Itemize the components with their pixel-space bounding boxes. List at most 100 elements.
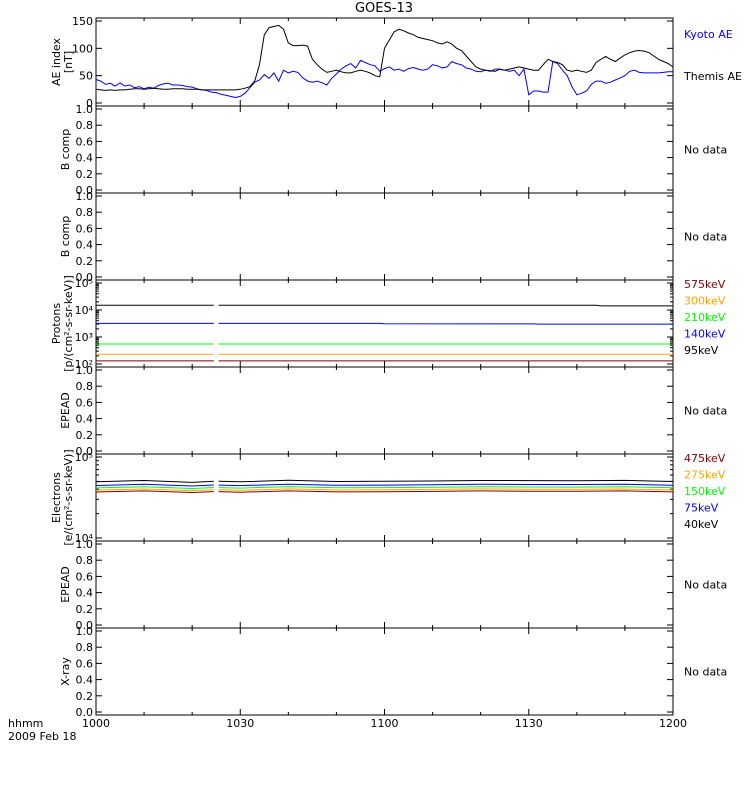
y-axis-label: Protons [50, 303, 63, 344]
series-line-475kev [95, 490, 214, 494]
series-line-themis-ae [95, 24, 674, 91]
y-tick-label: 0.0 [76, 184, 94, 197]
y-tick-label: 1.0 [76, 538, 94, 551]
series-line-40kev [218, 479, 674, 483]
x-tick-label: 1100 [371, 717, 399, 730]
y-tick-label: 1.0 [76, 625, 94, 638]
y-axis-label: [e/(cm²-s-sr-keV)] [62, 449, 75, 545]
y-tick-label: 0.4 [76, 587, 94, 600]
series-line-140kev [218, 322, 673, 325]
x-tick-label: 1130 [515, 717, 543, 730]
y-tick-label: 0.4 [76, 674, 94, 687]
panel-frame [95, 627, 674, 716]
y-tick-label: 1.0 [76, 364, 94, 377]
legend-entry-75kev: 75keV [684, 502, 719, 515]
y-tick-label: 10⁵ [75, 451, 93, 464]
panels-group: 0 50 100 150 AE index [nT] Kyoto AE Themis AE 0.… [50, 15, 742, 719]
y-tick-label: 0.4 [76, 413, 94, 426]
y-tick-label: 0.6 [76, 222, 94, 235]
panel-xray: 0.0 0.2 0.4 0.6 0.8 1.0 X-ray No data [59, 625, 727, 719]
y-axis-label: B comp [59, 129, 72, 171]
legend-entry-95kev: 95keV [684, 344, 719, 357]
panel-frame [95, 453, 674, 542]
panel-frame [95, 540, 674, 629]
series-line-40kev [95, 479, 214, 483]
y-axis-label: B comp [59, 216, 72, 258]
y-tick-label: 0.6 [76, 396, 94, 409]
y-tick-label: 10³ [75, 331, 93, 344]
series-line-275kev [218, 488, 674, 491]
y-tick-label: 150 [72, 15, 93, 28]
y-tick-label: 0.4 [76, 239, 94, 252]
x-tick-label: 1030 [226, 717, 254, 730]
legend-entry-300kev: 300keV [684, 295, 726, 308]
y-tick-label: 0.6 [76, 135, 94, 148]
x-axis-corner-label: hhmm [8, 717, 43, 730]
panel-epead1: 0.0 0.2 0.4 0.6 0.8 1.0 EPEAD No data [59, 364, 727, 458]
y-tick-label: 0.6 [76, 657, 94, 670]
legend-entry-40kev: 40keV [684, 518, 719, 531]
y-axis-label: EPEAD [59, 566, 72, 603]
y-tick-label: 0.0 [76, 271, 94, 284]
panel-b1: 0.0 0.2 0.4 0.6 0.8 1.0 B comp No data [59, 103, 727, 197]
y-axis-label: Electrons [50, 472, 63, 523]
y-tick-label: 0.2 [76, 690, 94, 703]
legend-entry-140kev: 140keV [684, 328, 726, 341]
series-line-75kev [218, 483, 674, 487]
series-line-150kev [218, 486, 674, 489]
y-tick-label: 0.2 [76, 255, 94, 268]
series-line-kyoto-ae [95, 59, 673, 99]
y-tick-label: 0.2 [76, 168, 94, 181]
panel-frame [95, 366, 674, 455]
series-line-75kev [95, 483, 214, 487]
y-tick-label: 10⁴ [75, 304, 94, 317]
y-tick-label: 0.8 [76, 119, 94, 132]
x-tick-label: 1200 [659, 717, 687, 730]
y-tick-label: 0.2 [76, 429, 94, 442]
legend-entry-themis-ae: Themis AE [683, 70, 742, 83]
panel-frame [95, 192, 674, 281]
series-line-150kev [95, 486, 214, 490]
series-line-475kev [218, 490, 674, 493]
y-tick-label: 0.8 [76, 641, 94, 654]
y-tick-label: 0.0 [76, 445, 94, 458]
series-line-95kev [218, 304, 673, 307]
panel-electrons: 10⁴ 10⁵ Electrons [e/(cm²-s-sr-keV)] 475keV 2… [50, 449, 726, 545]
x-tick-label: 1000 [82, 717, 110, 730]
x-axis: 1000 1030 1100 1130 1200 [82, 717, 687, 730]
legend-entry-475kev: 475keV [684, 452, 726, 465]
y-tick-label: 10⁵ [75, 277, 93, 290]
legend-entry-150kev: 150keV [684, 485, 726, 498]
panel-ae: 0 50 100 150 AE index [nT] Kyoto AE Themis AE [50, 15, 742, 110]
y-tick-label: 0.8 [76, 380, 94, 393]
y-axis-label: EPEAD [59, 392, 72, 429]
y-tick-label: 10² [75, 358, 93, 371]
legend-entry-210kev: 210keV [684, 311, 726, 324]
legend-entry-575kev: 575keV [684, 278, 726, 291]
y-tick-label: 100 [72, 42, 93, 55]
y-tick-label: 1.0 [76, 103, 94, 116]
panel-protons: 10² 10³ 10⁴ 10⁵ Protons [p/(cm²-s-sr-keV)] 575… [50, 275, 726, 372]
chart-title: GOES-13 [355, 1, 413, 16]
y-tick-label: 0.0 [76, 706, 94, 719]
y-tick-label: 0.6 [76, 570, 94, 583]
panel-frame [95, 105, 674, 194]
y-tick-label: 10⁴ [75, 532, 94, 545]
y-tick-label: 0.0 [76, 619, 94, 632]
no-data-note: No data [684, 405, 727, 418]
no-data-note: No data [684, 231, 727, 244]
panel-epead2: 0.0 0.2 0.4 0.6 0.8 1.0 EPEAD No data [59, 538, 727, 632]
y-tick-label: 50 [79, 70, 93, 83]
y-axis-label: X-ray [59, 657, 72, 686]
y-tick-label: 0 [86, 97, 93, 110]
no-data-note: No data [684, 666, 727, 679]
panel-b2: 0.0 0.2 0.4 0.6 0.8 1.0 B comp No data [59, 190, 727, 284]
y-axis-label: AE index [50, 37, 63, 86]
y-axis-label: [p/(cm²-s-sr-keV)] [62, 275, 75, 372]
date-label: 2009 Feb 18 [8, 730, 76, 743]
legend-entry-kyoto-ae: Kyoto AE [684, 28, 733, 41]
y-tick-label: 0.8 [76, 206, 94, 219]
y-tick-label: 0.2 [76, 603, 94, 616]
panel-frame [95, 17, 674, 107]
